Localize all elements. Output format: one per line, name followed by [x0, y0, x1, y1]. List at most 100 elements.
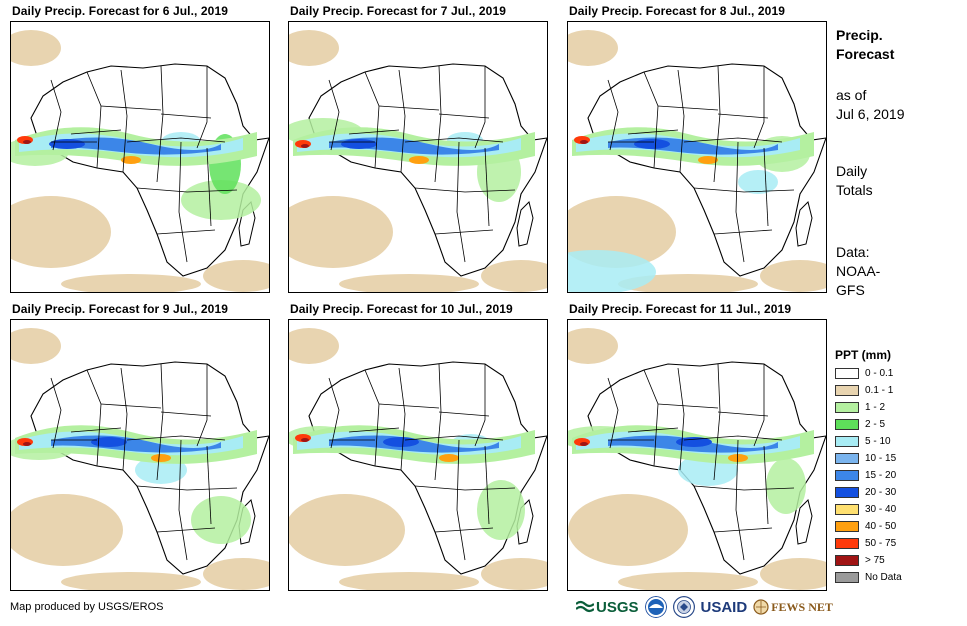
precip-map	[568, 328, 826, 590]
legend-swatch	[835, 503, 859, 515]
country-border	[434, 229, 494, 235]
light-rain-area	[11, 494, 123, 566]
rain-area	[477, 480, 525, 540]
usgs-logo: USGS	[576, 599, 639, 616]
country-border	[657, 403, 719, 409]
legend-label: 10 - 15	[865, 452, 897, 464]
country-border	[178, 141, 188, 263]
country-border	[398, 69, 406, 173]
panel-title: Daily Precip. Forecast for 9 Jul., 2019	[12, 302, 228, 316]
legend-swatch	[835, 571, 859, 583]
product-title: Precip. Forecast	[836, 26, 894, 64]
legend-item: 0.1 - 1	[835, 384, 893, 396]
forecast-panel-jul8: Daily Precip. Forecast for 8 Jul., 2019	[567, 4, 829, 294]
country-border	[50, 79, 62, 151]
light-rain-area	[760, 260, 826, 292]
as-of-line1: as of	[836, 87, 867, 103]
data-source-line2: NOAA-	[836, 263, 881, 279]
country-border	[753, 364, 765, 447]
legend-item: 15 - 20	[835, 469, 896, 481]
legend-label: 0 - 0.1	[865, 367, 894, 379]
usaid-logo-text: USAID	[700, 598, 748, 616]
country-border	[474, 364, 486, 447]
country-border	[136, 187, 238, 193]
light-rain-area	[481, 260, 547, 292]
precip-map	[11, 328, 269, 590]
country-border	[414, 485, 516, 491]
country-border	[70, 427, 122, 433]
legend-label: 30 - 40	[865, 503, 897, 515]
legend-swatch	[835, 469, 859, 481]
country-border	[160, 411, 212, 417]
country-border	[607, 377, 619, 449]
country-border	[414, 187, 516, 193]
country-border	[735, 439, 745, 561]
legend-item: No Data	[835, 571, 902, 583]
country-border	[206, 445, 212, 525]
forecast-panel-jul10: Daily Precip. Forecast for 10 Jul., 2019	[288, 302, 550, 592]
country-border	[627, 129, 679, 135]
rain-core	[341, 139, 377, 149]
totals-line1: Daily	[836, 163, 868, 179]
light-rain-area	[289, 196, 393, 268]
country-border	[328, 377, 340, 449]
data-source: Data: NOAA- GFS	[836, 243, 880, 300]
legend-swatch	[835, 520, 859, 532]
continent-outline	[587, 63, 826, 277]
rain-max	[580, 140, 588, 144]
rain-area	[766, 458, 806, 514]
rain-area	[181, 180, 261, 220]
as-of-line2: Jul 6, 2019	[836, 106, 905, 122]
panel-title: Daily Precip. Forecast for 8 Jul., 2019	[569, 4, 785, 18]
rain-core	[91, 437, 127, 447]
country-border	[398, 367, 406, 471]
country-border	[378, 403, 440, 409]
light-rain-area	[481, 558, 547, 590]
country-border	[657, 105, 719, 111]
legend-title: PPT (mm)	[835, 348, 892, 362]
map-frame	[567, 21, 827, 293]
precip-map	[289, 328, 547, 590]
forecast-panel-jul7: Daily Precip. Forecast for 7 Jul., 2019	[288, 4, 550, 294]
country-border	[70, 129, 122, 135]
continent-outline	[308, 63, 547, 277]
country-border	[120, 367, 128, 471]
country-border	[100, 403, 162, 409]
legend-label: 20 - 30	[865, 486, 897, 498]
country-border	[474, 66, 486, 149]
country-border	[348, 427, 400, 433]
legend-swatch	[835, 486, 859, 498]
light-rain-area	[568, 328, 618, 364]
forecast-panel-jul11: Daily Precip. Forecast for 11 Jul., 2019	[567, 302, 829, 592]
rain-area	[738, 170, 778, 194]
country-border	[136, 485, 238, 491]
country-border	[456, 439, 466, 561]
rain-max	[698, 156, 718, 164]
legend-swatch	[835, 435, 859, 447]
light-rain-area	[11, 196, 111, 268]
legend-item: 40 - 50	[835, 520, 896, 532]
legend-item: 1 - 2	[835, 401, 885, 413]
light-rain-area	[203, 260, 269, 292]
country-border	[735, 141, 745, 263]
legend-item: 2 - 5	[835, 418, 885, 430]
country-border	[753, 66, 765, 149]
light-rain-area	[61, 274, 201, 292]
map-frame	[10, 21, 270, 293]
country-border	[126, 435, 226, 441]
legend-item: 50 - 75	[835, 537, 896, 549]
country-border	[677, 69, 685, 173]
country-border	[438, 411, 490, 417]
light-rain-area	[289, 328, 339, 364]
panel-title: Daily Precip. Forecast for 11 Jul., 2019	[569, 302, 792, 316]
legend-item: 20 - 30	[835, 486, 896, 498]
legend-item: 5 - 10	[835, 435, 891, 447]
country-border	[120, 69, 128, 173]
rain-core	[634, 139, 670, 149]
rain-max	[728, 454, 748, 462]
legend-swatch	[835, 384, 859, 396]
country-border	[717, 411, 769, 417]
legend-label: 40 - 50	[865, 520, 897, 532]
legend-swatch	[835, 537, 859, 549]
precip-map	[568, 30, 826, 292]
